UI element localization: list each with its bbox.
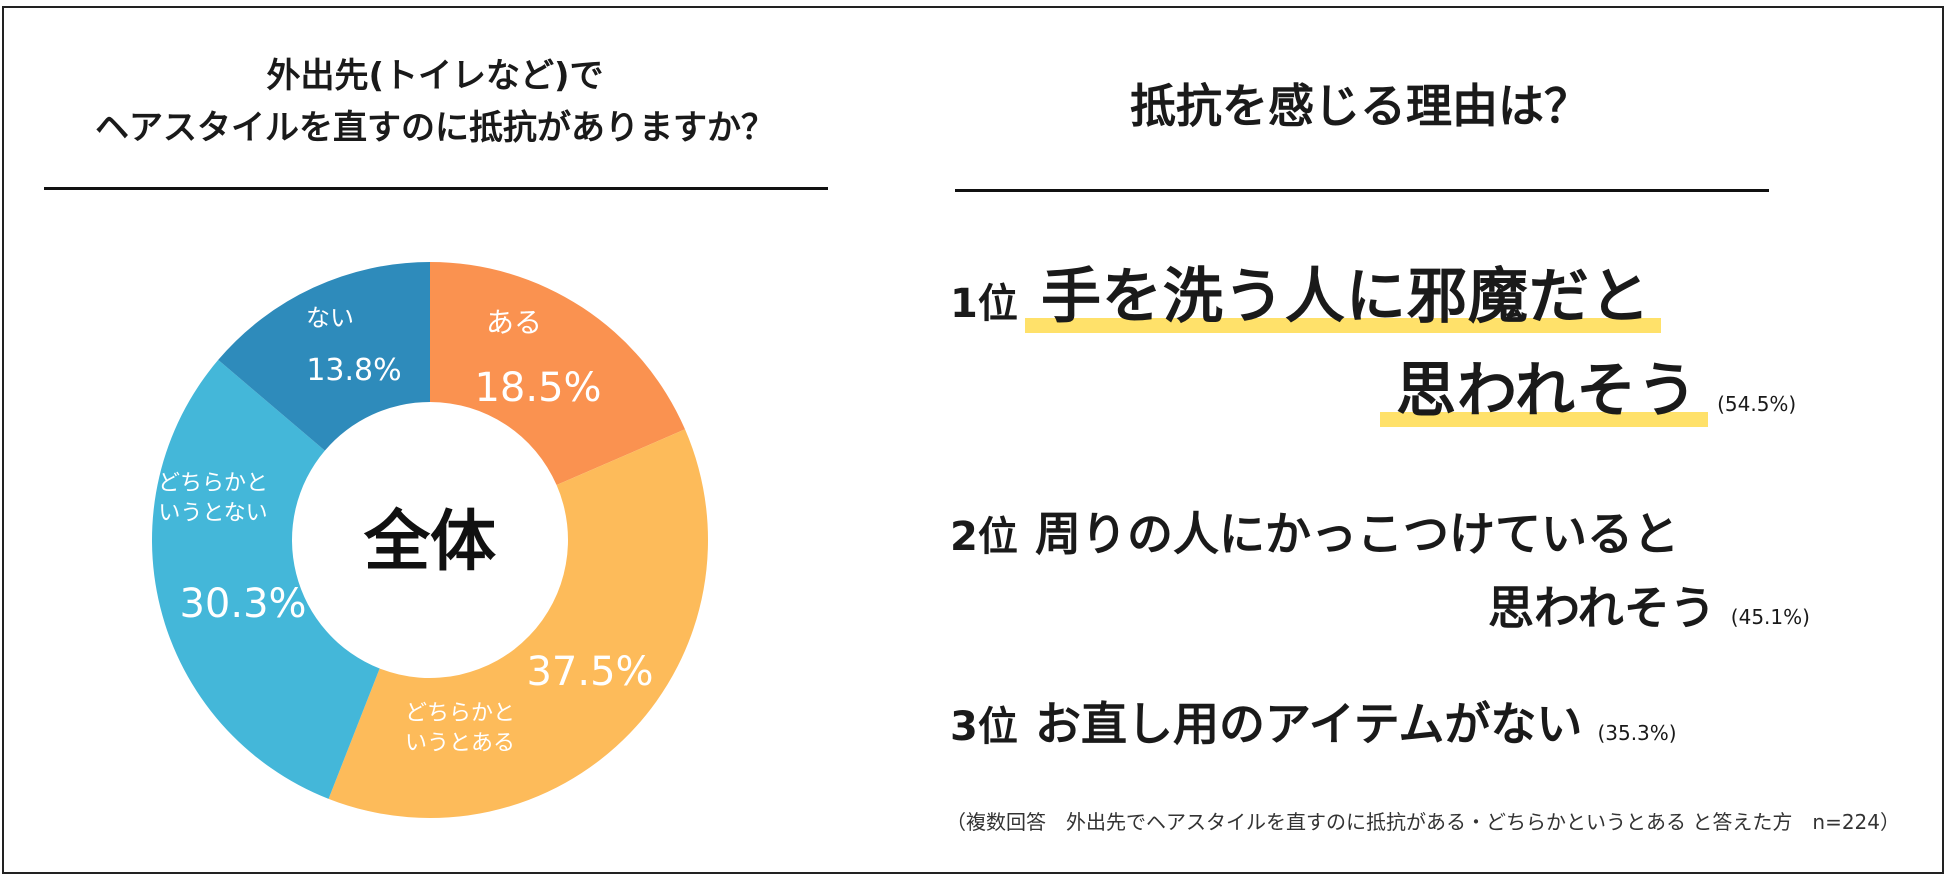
rank-3-percent: (35.3%) <box>1597 721 1677 745</box>
rank-1-reason-line2: 思われそう <box>1380 342 1708 429</box>
rank-3-row: 3位 お直し用のアイテムがない (35.3%) <box>950 688 1677 754</box>
rank-2-reason-line1: 周りの人にかっこつけていると <box>1034 507 1679 561</box>
slice-1 <box>328 429 708 819</box>
rank-1-reason-line1: 手を洗う人に邪魔だと <box>1024 248 1661 335</box>
rank-3-label: 3位 <box>950 704 1018 750</box>
slice-0-value: 18.5% <box>474 365 601 411</box>
rank-2-percent: (45.1%) <box>1730 605 1810 629</box>
slice-2-value: 30.3% <box>179 581 306 627</box>
slice-3-value: 13.8% <box>306 353 401 388</box>
rank-2-label: 2位 <box>950 514 1018 560</box>
slice-0-label: ある <box>486 306 542 339</box>
left-title: 外出先(トイレなど)で ヘアスタイルを直すのに抵抗がありますか？ <box>40 50 830 154</box>
slice-3-label: ない <box>306 304 354 332</box>
slice-2-label: どちらかというとない <box>158 471 268 526</box>
left-title-rule <box>44 187 828 190</box>
rank-1-row1: 1位 手を洗う人に邪魔だと <box>950 248 1661 335</box>
rank-1-percent: (54.5%) <box>1717 392 1797 416</box>
rank-1-row2: 思われそう (54.5%) <box>1380 342 1797 429</box>
rank-2-row1: 2位 周りの人にかっこつけていると <box>950 498 1679 564</box>
left-title-line1: 外出先(トイレなど)で <box>266 56 604 96</box>
donut-center-label: 全体 <box>363 503 496 580</box>
rank-2-row2: 思われそう (45.1%) <box>1488 572 1810 638</box>
slice-3 <box>218 262 430 451</box>
rank-2-reason-line2: 思われそう <box>1488 581 1716 635</box>
slice-1-value: 37.5% <box>526 649 653 695</box>
rank-3-reason: お直し用のアイテムがない <box>1034 697 1583 751</box>
figure-frame <box>2 6 1944 874</box>
slice-2 <box>151 359 380 799</box>
footnote: （複数回答 外出先でヘアスタイルを直すのに抵抗がある・どちらかというとある と答… <box>946 810 1900 834</box>
rank-1-label: 1位 <box>950 281 1018 327</box>
slice-0 <box>430 262 686 486</box>
right-title: 抵抗を感じる理由は？ <box>1130 79 1590 133</box>
right-title-rule <box>955 189 1769 192</box>
left-title-line2: ヘアスタイルを直すのに抵抗がありますか？ <box>95 108 775 148</box>
slice-1-label: どちらかというとある <box>405 701 515 756</box>
